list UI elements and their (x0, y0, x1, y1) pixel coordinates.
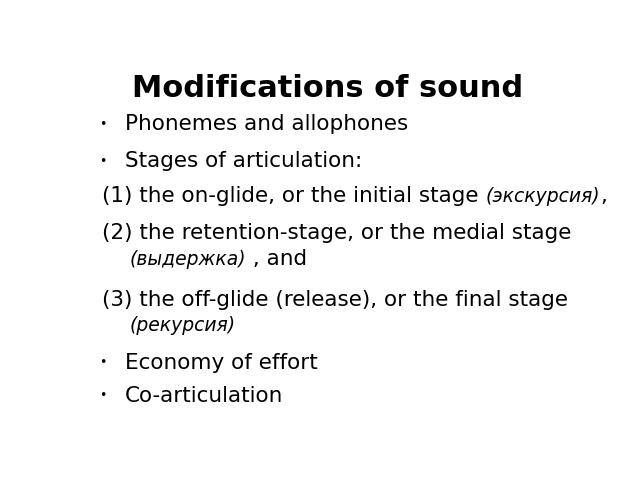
Text: •: • (99, 118, 106, 131)
Text: •: • (99, 356, 106, 369)
Text: (2) the retention-stage, or the medial stage: (2) the retention-stage, or the medial s… (102, 223, 572, 243)
Text: Phonemes and allophones: Phonemes and allophones (125, 114, 408, 134)
Text: (рекурсия): (рекурсия) (129, 316, 236, 335)
Text: •: • (99, 155, 106, 168)
Text: •: • (99, 389, 106, 402)
Text: (выдержка): (выдержка) (129, 250, 246, 268)
Text: ,: , (600, 186, 607, 206)
Text: (экскурсия): (экскурсия) (486, 187, 600, 206)
Text: Co-articulation: Co-articulation (125, 386, 283, 406)
Text: Economy of effort: Economy of effort (125, 352, 317, 372)
Text: (1) the on-glide, or the initial stage: (1) the on-glide, or the initial stage (102, 186, 486, 206)
Text: Modifications of sound: Modifications of sound (132, 74, 524, 103)
Text: Stages of articulation:: Stages of articulation: (125, 151, 362, 171)
Text: (3) the off-glide (release), or the final stage: (3) the off-glide (release), or the fina… (102, 290, 568, 310)
Text: , and: , and (246, 249, 307, 269)
